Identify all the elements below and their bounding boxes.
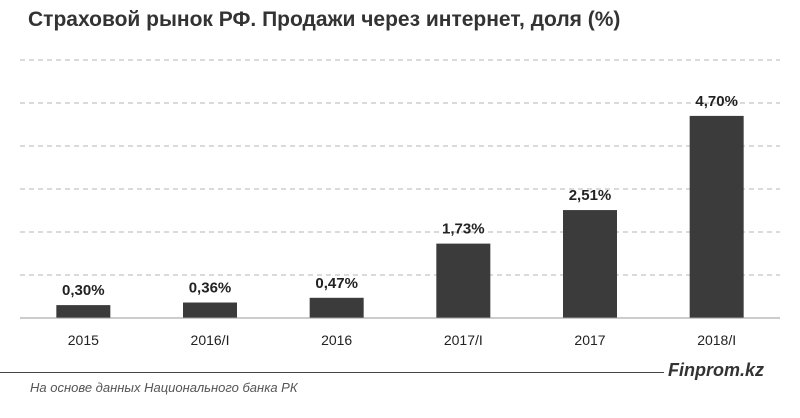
brand-logo-text: Finprom.kz — [668, 360, 765, 380]
grid-lines — [20, 59, 780, 276]
x-tick-label: 2016 — [321, 332, 352, 348]
data-label: 0,47% — [315, 275, 358, 292]
x-tick-label: 2017 — [574, 332, 605, 348]
bar-2017 — [563, 210, 617, 318]
x-tick-label: 2017/I — [444, 332, 483, 348]
data-labels: 0,30% 0,36% 0,47% 1,73% 2,51% 4,70% — [62, 93, 738, 299]
bar-2018/I — [689, 115, 744, 319]
data-label: 1,73% — [442, 221, 485, 238]
bar-2015 — [56, 305, 111, 318]
bars — [56, 115, 744, 319]
x-tick-label: 2015 — [68, 332, 99, 348]
data-label: 4,70% — [695, 93, 738, 110]
x-tick-labels: 2015 2016/I 2016 2017/I 2017 2018/I — [68, 332, 736, 348]
data-label: 2,51% — [569, 187, 612, 204]
x-tick-label: 2016/I — [191, 332, 230, 348]
source-note: На основе данных Национального банка РК — [30, 380, 298, 395]
bar-2017/I — [436, 243, 491, 318]
data-label: 0,30% — [62, 282, 105, 299]
footer-divider — [0, 372, 664, 373]
data-label: 0,36% — [189, 280, 232, 297]
x-tick-label: 2018/I — [697, 332, 736, 348]
bar-2016 — [309, 297, 364, 318]
bar-2016/I — [183, 302, 237, 318]
chart-title: Страховой рынок РФ. Продажи через интерн… — [28, 8, 621, 31]
